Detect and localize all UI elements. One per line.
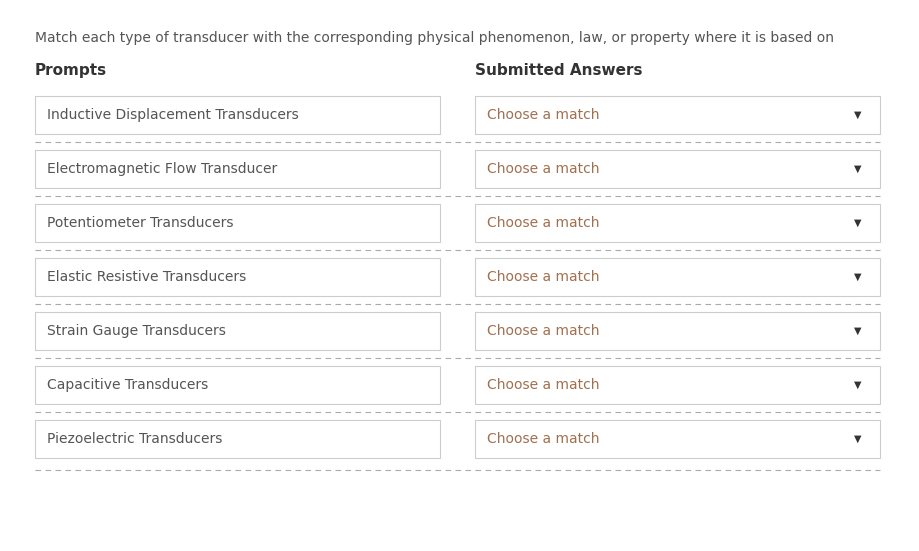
Text: Piezoelectric Transducers: Piezoelectric Transducers bbox=[47, 432, 222, 446]
Text: ▼: ▼ bbox=[854, 164, 861, 174]
Text: ▼: ▼ bbox=[854, 434, 861, 444]
FancyBboxPatch shape bbox=[474, 420, 879, 458]
FancyBboxPatch shape bbox=[35, 312, 439, 350]
FancyBboxPatch shape bbox=[474, 366, 879, 404]
Text: Choose a match: Choose a match bbox=[486, 270, 599, 284]
Text: Prompts: Prompts bbox=[35, 63, 107, 78]
Text: Strain Gauge Transducers: Strain Gauge Transducers bbox=[47, 324, 226, 338]
Text: Capacitive Transducers: Capacitive Transducers bbox=[47, 378, 208, 392]
Text: ▼: ▼ bbox=[854, 110, 861, 120]
Text: Elastic Resistive Transducers: Elastic Resistive Transducers bbox=[47, 270, 246, 284]
FancyBboxPatch shape bbox=[474, 150, 879, 188]
Text: Choose a match: Choose a match bbox=[486, 216, 599, 230]
FancyBboxPatch shape bbox=[474, 258, 879, 296]
FancyBboxPatch shape bbox=[35, 96, 439, 134]
Text: Choose a match: Choose a match bbox=[486, 324, 599, 338]
Text: ▼: ▼ bbox=[854, 326, 861, 336]
Text: Inductive Displacement Transducers: Inductive Displacement Transducers bbox=[47, 108, 299, 122]
Text: Choose a match: Choose a match bbox=[486, 108, 599, 122]
Text: Electromagnetic Flow Transducer: Electromagnetic Flow Transducer bbox=[47, 162, 277, 176]
Text: Choose a match: Choose a match bbox=[486, 432, 599, 446]
FancyBboxPatch shape bbox=[35, 366, 439, 404]
FancyBboxPatch shape bbox=[35, 204, 439, 242]
FancyBboxPatch shape bbox=[474, 312, 879, 350]
Text: ▼: ▼ bbox=[854, 218, 861, 228]
FancyBboxPatch shape bbox=[35, 258, 439, 296]
FancyBboxPatch shape bbox=[35, 420, 439, 458]
Text: ▼: ▼ bbox=[854, 272, 861, 282]
Text: Match each type of transducer with the corresponding physical phenomenon, law, o: Match each type of transducer with the c… bbox=[35, 31, 834, 45]
Text: Potentiometer Transducers: Potentiometer Transducers bbox=[47, 216, 233, 230]
FancyBboxPatch shape bbox=[35, 150, 439, 188]
Text: ▼: ▼ bbox=[854, 380, 861, 390]
Text: Choose a match: Choose a match bbox=[486, 378, 599, 392]
Text: Choose a match: Choose a match bbox=[486, 162, 599, 176]
Text: Submitted Answers: Submitted Answers bbox=[474, 63, 641, 78]
FancyBboxPatch shape bbox=[474, 96, 879, 134]
FancyBboxPatch shape bbox=[474, 204, 879, 242]
